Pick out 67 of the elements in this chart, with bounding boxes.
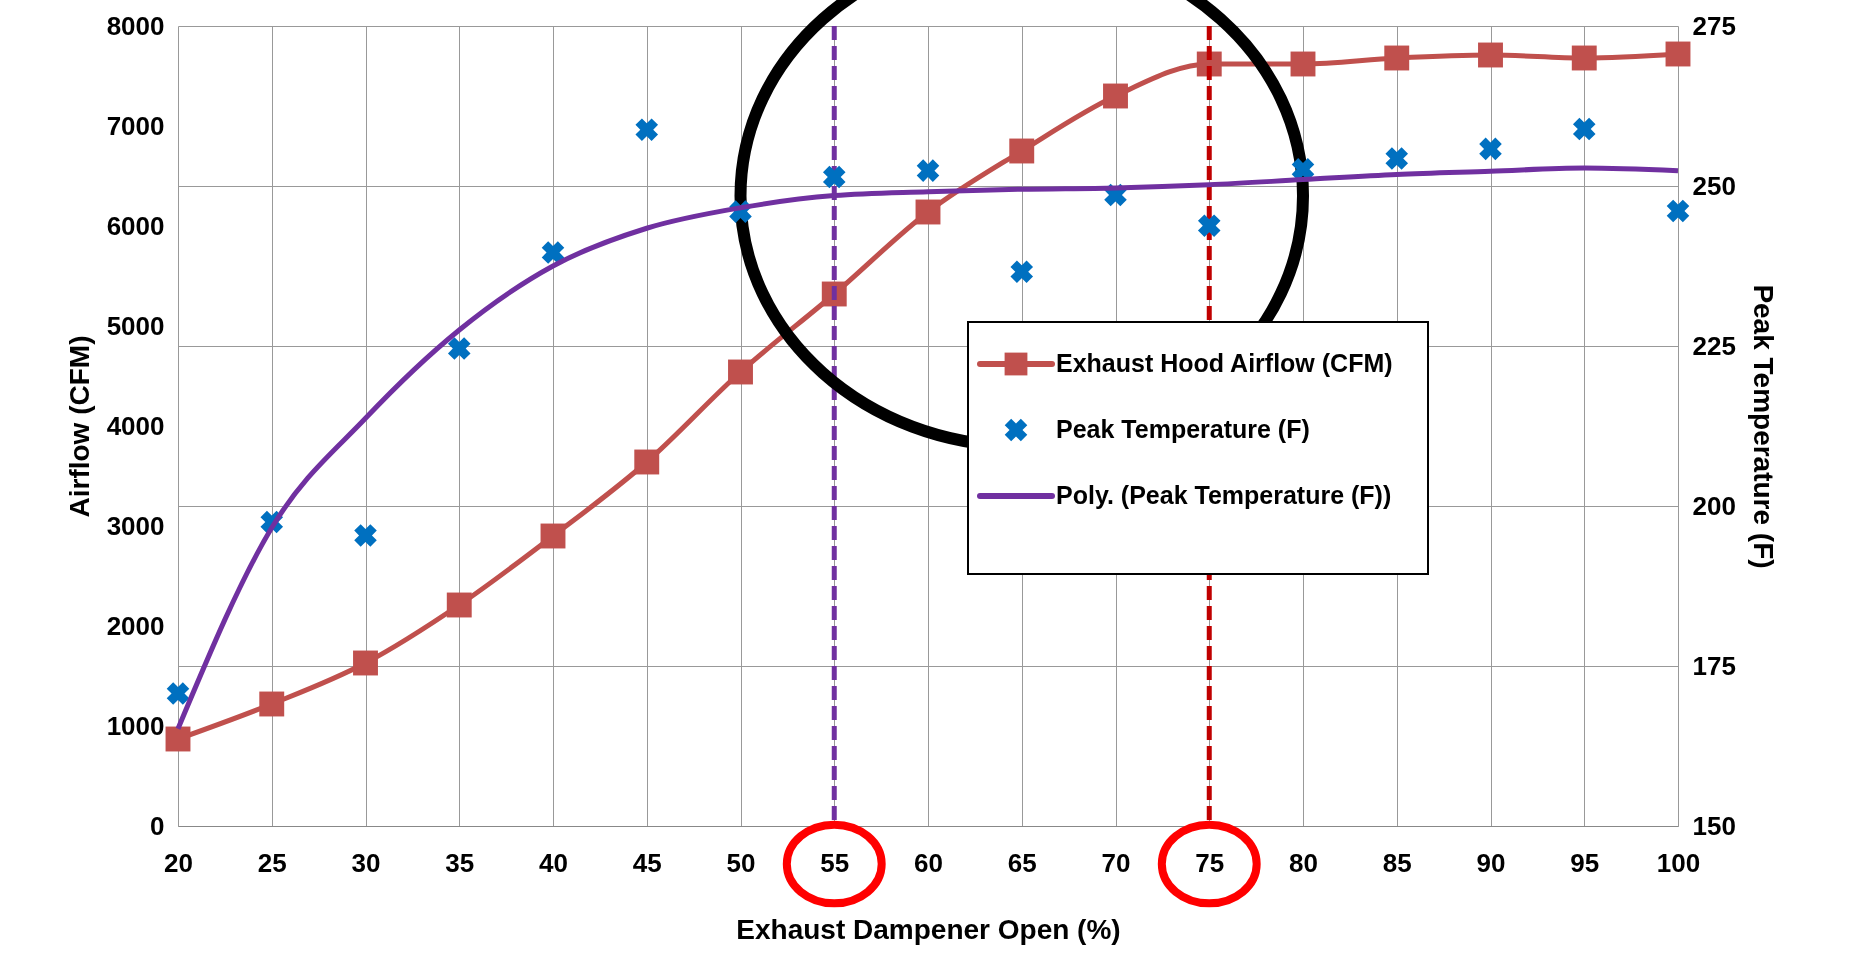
legend-label: Peak Temperature (F) <box>1056 415 1310 443</box>
point <box>728 359 753 385</box>
y2-tick-label: 275 <box>1692 10 1736 41</box>
point <box>1479 137 1502 161</box>
point <box>1666 199 1690 223</box>
point <box>540 523 566 549</box>
y2-tick-label: 200 <box>1692 490 1736 521</box>
point <box>446 592 472 618</box>
x-tick-label: 80 <box>1289 847 1318 878</box>
x-tick-label: 70 <box>1101 847 1131 878</box>
x-tick-label: 55 <box>820 847 850 878</box>
point <box>259 691 285 717</box>
point <box>1009 138 1035 164</box>
point <box>1291 158 1315 181</box>
y2-tick-label: 175 <box>1692 650 1736 681</box>
y-tick-label: 7000 <box>106 110 165 141</box>
x-tick-label: 90 <box>1476 847 1506 878</box>
point <box>635 118 659 141</box>
x-tick-label: 40 <box>539 847 568 878</box>
y-tick-label: 1000 <box>106 710 165 741</box>
x-tick-label: 95 <box>1570 847 1600 878</box>
point <box>1385 147 1409 170</box>
point <box>354 524 377 547</box>
point <box>166 682 190 705</box>
x-tick-label: 75 <box>1195 847 1225 878</box>
point <box>634 449 660 475</box>
point <box>1290 51 1316 77</box>
point <box>541 241 565 264</box>
point <box>1010 260 1034 284</box>
x-tick-label: 25 <box>257 847 287 878</box>
point <box>916 159 940 182</box>
x-tick-label: 100 <box>1656 847 1701 878</box>
point <box>822 165 846 189</box>
legend-label: Exhaust Hood Airflow (CFM) <box>1056 349 1393 377</box>
y-axis-title: Airflow (CFM) <box>63 335 95 518</box>
point <box>1665 41 1691 67</box>
y-tick-label: 5000 <box>106 310 165 341</box>
point <box>1478 42 1503 68</box>
point <box>1571 45 1597 71</box>
point <box>353 650 378 676</box>
y-tick-label: 2000 <box>106 610 165 641</box>
x-axis-title: Exhaust Dampener Open (%) <box>736 913 1121 945</box>
y-tick-label: 0 <box>150 810 165 841</box>
point <box>165 726 191 752</box>
y2-tick-label: 150 <box>1692 810 1736 841</box>
x-tick-label: 50 <box>726 847 756 878</box>
y2-tick-label: 225 <box>1692 330 1736 361</box>
y-tick-label: 3000 <box>106 510 165 541</box>
legend-label: Poly. (Peak Temperature (F)) <box>1056 481 1392 509</box>
point <box>447 337 471 360</box>
x-tick-label: 20 <box>164 847 193 878</box>
x-tick-label: 60 <box>914 847 943 878</box>
y-tick-label: 6000 <box>106 210 165 241</box>
point <box>1197 214 1221 237</box>
y2-axis-title: Peak Temperature (F) <box>1747 284 1779 569</box>
x-tick-label: 30 <box>351 847 381 878</box>
point <box>915 199 941 225</box>
x-tick-label: 65 <box>1007 847 1037 878</box>
x-tick-label: 85 <box>1382 847 1412 878</box>
x-tick-label: 35 <box>445 847 475 878</box>
point <box>1572 117 1596 141</box>
x-tick-label: 45 <box>632 847 662 878</box>
point <box>1384 45 1410 71</box>
y-tick-label: 8000 <box>106 10 165 41</box>
y2-tick-label: 250 <box>1692 170 1736 201</box>
point <box>1103 83 1128 109</box>
y-tick-label: 4000 <box>106 410 165 441</box>
